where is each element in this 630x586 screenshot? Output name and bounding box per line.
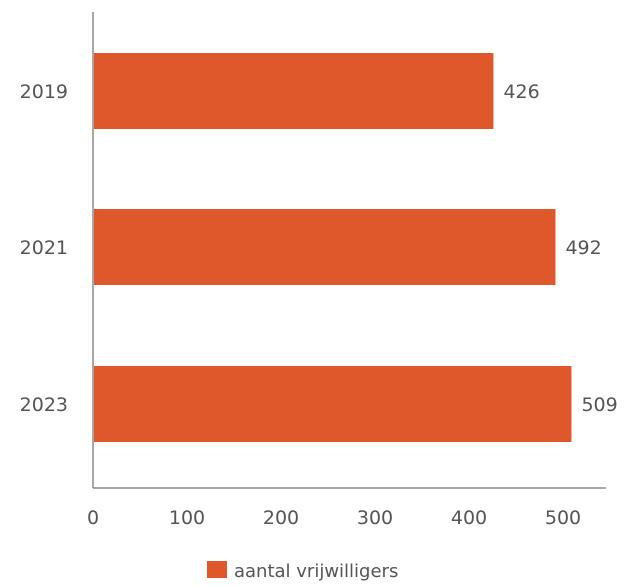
bar-2019: [94, 53, 494, 129]
legend-label: aantal vrijwilligers: [234, 561, 398, 582]
x-tick-label: 200: [263, 507, 299, 529]
value-label: 426: [503, 81, 539, 103]
bar-2021: [94, 209, 556, 285]
value-labels: 426 492 509: [503, 81, 617, 416]
x-tick-label: 100: [169, 507, 205, 529]
bar-2023: [94, 366, 572, 442]
value-label: 492: [565, 237, 601, 259]
category-label: 2023: [20, 394, 68, 416]
category-labels: 2019 2021 2023: [20, 81, 68, 416]
x-tick-label: 0: [87, 507, 99, 529]
legend: aantal vrijwilligers: [207, 561, 398, 582]
category-label: 2019: [20, 81, 68, 103]
bars: [94, 53, 572, 442]
value-label: 509: [581, 394, 617, 416]
x-tick-label: 300: [357, 507, 393, 529]
legend-swatch: [207, 561, 227, 578]
x-tick-label: 500: [545, 507, 581, 529]
axes: [92, 12, 606, 489]
x-tick-labels: 0 100 200 300 400 500: [87, 507, 581, 529]
x-tick-label: 400: [451, 507, 487, 529]
category-label: 2021: [20, 237, 68, 259]
